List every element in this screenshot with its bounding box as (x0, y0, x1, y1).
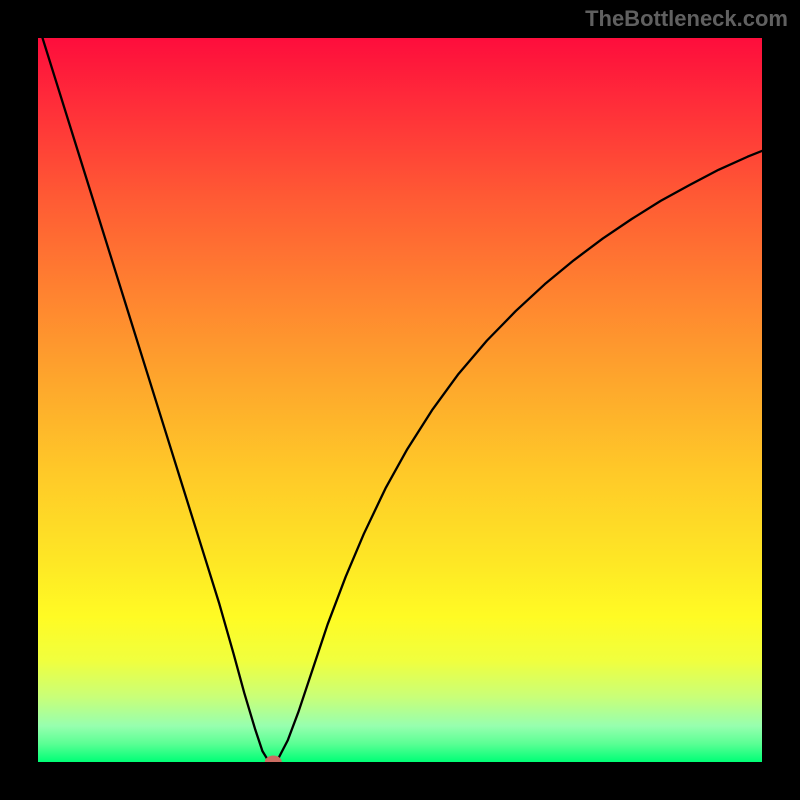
watermark-text: TheBottleneck.com (585, 6, 788, 32)
plot-svg (38, 38, 762, 762)
chart-container: TheBottleneck.com (0, 0, 800, 800)
plot-area (38, 38, 762, 762)
gradient-background (38, 38, 762, 762)
